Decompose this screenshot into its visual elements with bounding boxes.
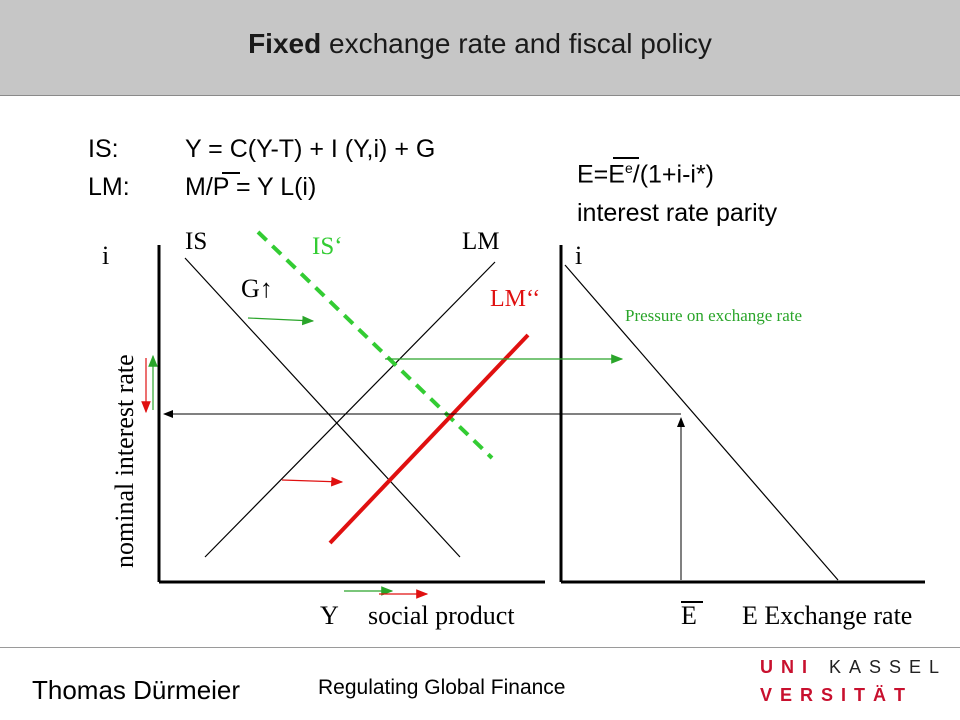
- is-shifted-label: IS‘: [312, 233, 343, 260]
- government-spending-label: G↑: [241, 274, 273, 304]
- lm-shifted-curve: [328, 333, 530, 545]
- left-y-axis-label: nominal interest rate: [110, 354, 139, 568]
- is-curve: [184, 257, 461, 558]
- title-bold: Fixed: [248, 28, 322, 59]
- is-equation-label: IS:: [88, 135, 119, 163]
- lm-shifted-label: LM‘‘: [490, 286, 541, 312]
- logo-line-1: UNI KASSEL: [760, 657, 947, 678]
- logo-versitaet: VERSITÄT: [760, 685, 914, 705]
- left-x-axis-label: social product: [368, 601, 515, 630]
- left-x-axis-symbol: Y: [320, 601, 339, 630]
- lm-curve-label: LM: [462, 228, 500, 255]
- g-shift-arrow: [247, 315, 315, 326]
- is-equation-formula: Y = C(Y-T) + I (Y,i) + G: [185, 135, 436, 163]
- right-x-axis-label: E Exchange rate: [742, 601, 913, 630]
- right-x-axis-symbol: E: [681, 601, 697, 630]
- is-curve-label: IS: [185, 228, 208, 255]
- pressure-annotation: Pressure on exchange rate: [625, 306, 803, 325]
- lm-equation-label: LM:: [88, 173, 130, 201]
- footer-divider: [0, 647, 960, 648]
- lm-shift-arrow: [281, 476, 344, 487]
- parity-prefix: E=E: [577, 160, 625, 189]
- g-letter: G: [241, 274, 260, 303]
- header-bar: [0, 0, 960, 95]
- left-y-axis-symbol: i: [102, 241, 110, 270]
- expected-e-overline: [613, 157, 639, 159]
- is-overline-bar: [222, 172, 240, 174]
- left-axes: [157, 245, 545, 584]
- up-arrow-icon: ↑: [259, 274, 273, 303]
- logo-kassel: KASSEL: [829, 657, 948, 677]
- university-logo: UNI KASSEL VERSITÄT: [760, 657, 950, 713]
- title-rest: exchange rate and fiscal policy: [321, 28, 712, 59]
- course-name: Regulating Global Finance: [318, 676, 566, 699]
- right-y-axis-symbol: i: [575, 241, 583, 270]
- parity-equation: E=Ee/(1+i-i*): [577, 160, 714, 189]
- author-name: Thomas Dürmeier: [32, 675, 241, 705]
- is-shifted-curve: [256, 230, 494, 460]
- logo-uni: UNI: [760, 657, 815, 677]
- logo-line-2: VERSITÄT: [760, 685, 913, 706]
- lm-curve: [204, 261, 496, 558]
- fixed-e-overline: [681, 601, 703, 603]
- parity-suffix: /(1+i-i*): [632, 160, 715, 189]
- parity-sup: e: [624, 160, 633, 176]
- header-divider: [0, 95, 960, 96]
- parity-curve: [564, 264, 839, 581]
- slide-title: Fixed exchange rate and fiscal policy: [0, 28, 960, 60]
- parity-caption: interest rate parity: [577, 199, 778, 227]
- lm-equation-formula: M/P = Y L(i): [185, 173, 317, 201]
